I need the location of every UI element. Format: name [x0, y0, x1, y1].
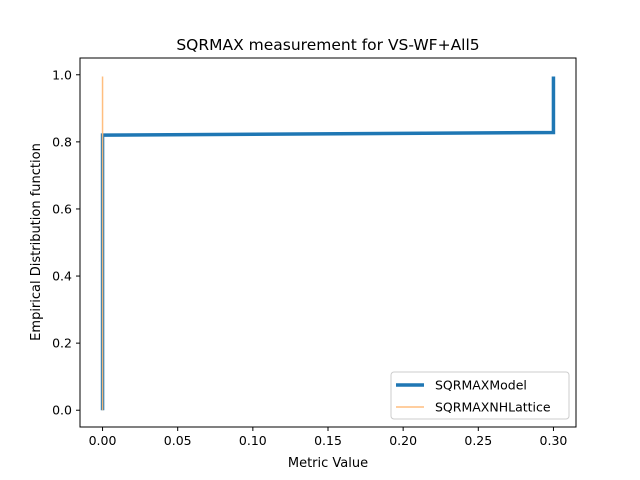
legend-label-sqrmaxnhlattice: SQRMAXNHLattice — [435, 400, 551, 415]
y-tick-label: 1.0 — [52, 67, 72, 82]
legend-box — [390, 371, 570, 420]
x-tick-label: 0.20 — [389, 433, 417, 448]
y-tick-label: 0.0 — [52, 403, 72, 418]
legend: SQRMAXModel SQRMAXNHLattice — [390, 371, 570, 420]
legend-label-sqrmaxmodel: SQRMAXModel — [435, 378, 527, 393]
x-tick-label: 0.00 — [89, 433, 117, 448]
x-tick-label: 0.30 — [540, 433, 568, 448]
y-axis-ticks: 0.0 0.2 0.4 0.6 0.8 1.0 — [52, 67, 80, 418]
series-layer — [100, 76, 556, 411]
y-tick-label: 0.8 — [52, 134, 72, 149]
x-axis-label: Metric Value — [288, 456, 368, 471]
y-axis-label: Empirical Distribution function — [29, 143, 44, 341]
x-axis-ticks: 0.00 0.05 0.10 0.15 0.20 0.25 0.30 — [89, 427, 568, 448]
y-tick-label: 0.6 — [52, 201, 72, 216]
x-tick-label: 0.15 — [314, 433, 342, 448]
y-tick-label: 0.2 — [52, 336, 72, 351]
y-tick-label: 0.4 — [52, 269, 72, 284]
x-tick-label: 0.25 — [464, 433, 492, 448]
x-tick-label: 0.05 — [164, 433, 192, 448]
x-tick-label: 0.10 — [239, 433, 267, 448]
chart-title: SQRMAX measurement for VS-WF+All5 — [176, 36, 479, 54]
